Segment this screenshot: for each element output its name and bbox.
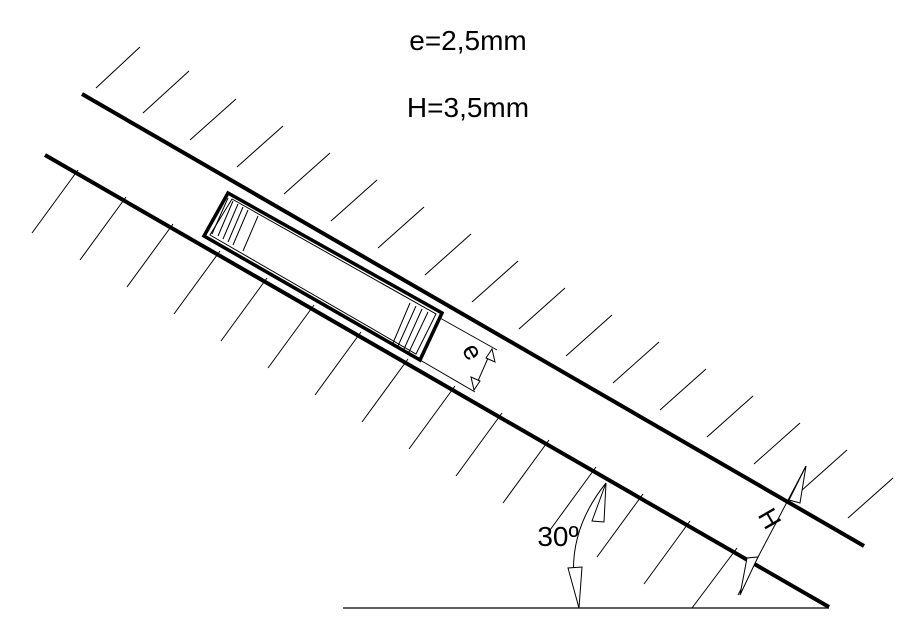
angle-label: 30º bbox=[537, 521, 578, 552]
parameter-e-label: e=2,5mm bbox=[409, 25, 527, 56]
lower-wall-hatching bbox=[31, 169, 738, 609]
dimension-h-label: H bbox=[752, 503, 787, 534]
insert-part bbox=[201, 190, 445, 363]
dimension-h bbox=[737, 465, 807, 596]
dimension-e-label: e bbox=[456, 338, 489, 366]
upper-wall-hatching bbox=[95, 46, 894, 519]
dimension-e bbox=[419, 317, 498, 393]
upper-wall-line bbox=[80, 92, 866, 548]
lower-wall-line bbox=[44, 153, 830, 609]
parameter-h-label: H=3,5mm bbox=[407, 92, 529, 123]
angle-30-marker bbox=[567, 482, 607, 609]
